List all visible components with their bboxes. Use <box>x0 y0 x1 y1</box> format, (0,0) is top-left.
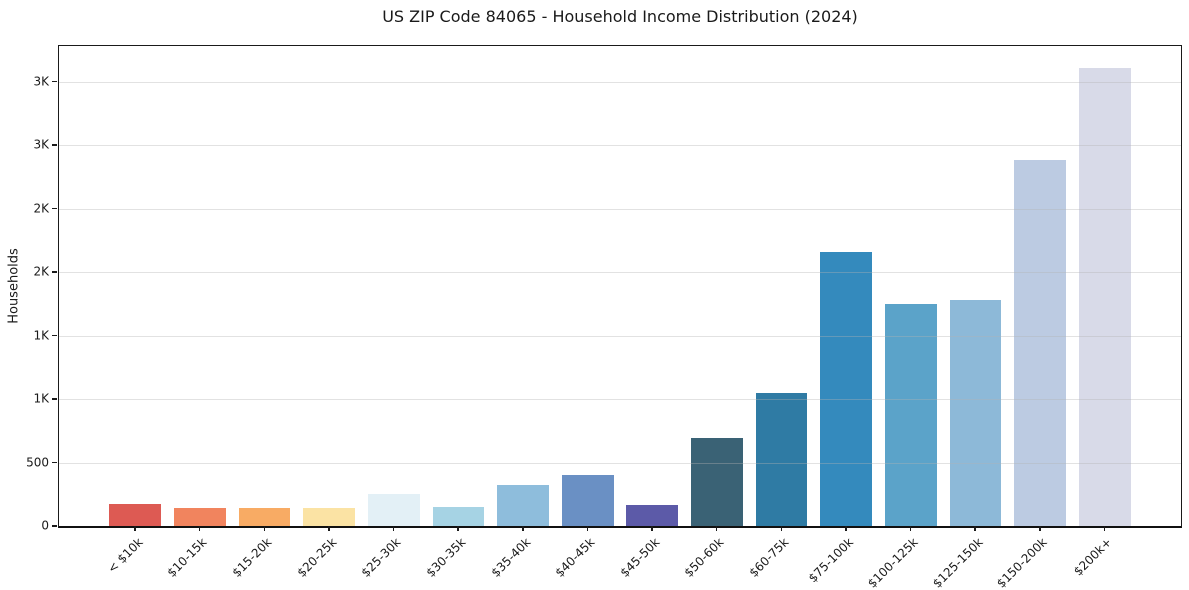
x-tick-mark <box>263 526 266 531</box>
y-tick-label: 2K <box>33 201 49 216</box>
plot-area: < $10k $10-15k $15-20k $20-25k $25-30k $30-35… <box>26 45 1182 590</box>
chart-title: US ZIP Code 84065 - Household Income Dis… <box>382 7 858 26</box>
bars-container: < $10k $10-15k $15-20k $20-25k $25-30k $30-35… <box>59 46 1181 590</box>
bar-slot: $30-35k <box>423 46 491 580</box>
y-tick-label: 2K <box>33 264 49 279</box>
bar-$25-30k <box>367 494 420 526</box>
bar-slot: $20-25k <box>294 46 362 580</box>
x-tick-mark <box>1039 526 1041 531</box>
bar-$30-35k <box>432 506 485 526</box>
x-tick-label: $25-30k <box>358 535 404 580</box>
bar-slot: $50-60k <box>682 46 750 580</box>
bar-$45-50k <box>626 505 679 526</box>
gridline <box>59 81 1181 83</box>
gridline <box>59 272 1181 274</box>
gridline <box>59 208 1181 210</box>
bar-slot: $45-50k <box>617 46 685 580</box>
bar-$125-150k <box>949 299 1002 526</box>
bar-$50-60k <box>691 438 743 526</box>
bar-$100-125k <box>884 303 937 526</box>
y-tick-mark <box>52 461 57 464</box>
x-tick-label: $50-60k <box>681 535 727 580</box>
x-tick-mark <box>909 526 912 531</box>
y-tick-label: 500 <box>26 455 49 470</box>
gridline <box>59 335 1181 337</box>
bar-slot: $60-75k <box>747 46 814 580</box>
x-tick-mark <box>134 526 136 531</box>
bar-$35-40k <box>497 485 549 526</box>
x-tick-label: $45-50k <box>617 535 663 580</box>
x-tick-mark <box>328 526 330 531</box>
bar-$15-20k <box>238 508 291 526</box>
x-tick-mark <box>974 526 976 531</box>
x-tick-label: $60-75k <box>746 535 792 580</box>
x-tick-label: $200k+ <box>1071 535 1115 579</box>
bar-slot: $200k+ <box>1071 46 1137 579</box>
bar-slot: < $10k <box>103 46 168 576</box>
y-tick-label: 1K <box>33 391 49 406</box>
gridline <box>59 399 1181 401</box>
y-tick-mark <box>52 398 57 400</box>
y-tick-mark <box>52 207 57 210</box>
x-tick-mark <box>845 526 847 531</box>
x-tick-label: $30-35k <box>423 535 469 580</box>
bar-slot: $10-15k <box>165 46 233 580</box>
x-tick-label: $10-15k <box>164 535 210 580</box>
y-tick-label: 0 <box>41 518 49 533</box>
bar-$75-100k <box>820 252 873 526</box>
x-tick-label: $100-125k <box>865 535 921 590</box>
gridline <box>59 462 1181 464</box>
bar-slot: $15-20k <box>230 46 297 580</box>
bar-slot: $150-200k <box>994 46 1073 590</box>
x-tick-label: $150-200k <box>994 535 1050 590</box>
x-tick-mark <box>392 526 395 531</box>
y-tick-label: 1K <box>33 328 49 343</box>
x-tick-mark <box>198 526 201 531</box>
bar-$150-200k <box>1014 160 1066 526</box>
bar-$200k+ <box>1078 67 1131 526</box>
x-tick-label: $35-40k <box>488 535 533 580</box>
bar-slot: $25-30k <box>359 46 427 580</box>
x-tick-label: < $10k <box>104 535 146 576</box>
x-tick-label: $40-45k <box>552 535 598 580</box>
gridline <box>59 145 1181 147</box>
x-tick-label: $15-20k <box>229 535 275 580</box>
bar-slot: $75-100k <box>806 46 879 585</box>
x-tick-mark <box>457 526 459 531</box>
bar-slot: $125-150k <box>930 46 1008 590</box>
bar-$40-45k <box>561 475 614 526</box>
y-tick-label: 3K <box>33 137 49 152</box>
y-axis-label: Households <box>6 248 22 324</box>
x-tick-mark <box>522 526 524 531</box>
bar-< $10k <box>109 503 162 526</box>
x-tick-label: $20-25k <box>294 535 340 580</box>
x-tick-mark <box>586 526 589 531</box>
bar-slot: $100-125k <box>865 46 944 590</box>
x-tick-mark <box>1103 526 1106 531</box>
y-tick-mark <box>52 144 57 146</box>
x-tick-label: $125-150k <box>929 535 986 590</box>
bar-$20-25k <box>303 507 356 526</box>
x-tick-mark <box>780 526 783 531</box>
y-tick-mark <box>52 80 57 83</box>
x-tick-mark <box>715 526 718 531</box>
y-tick-mark <box>52 271 57 273</box>
y-tick-label: 3K <box>33 74 49 89</box>
x-tick-label: $75-100k <box>805 535 857 586</box>
y-tick-mark <box>52 525 57 527</box>
bar-$60-75k <box>755 393 808 526</box>
x-tick-mark <box>651 526 653 531</box>
y-tick-mark <box>52 334 57 337</box>
bar-slot: $40-45k <box>553 46 620 580</box>
bar-$10-15k <box>174 507 226 526</box>
bar-slot: $35-40k <box>488 46 556 580</box>
